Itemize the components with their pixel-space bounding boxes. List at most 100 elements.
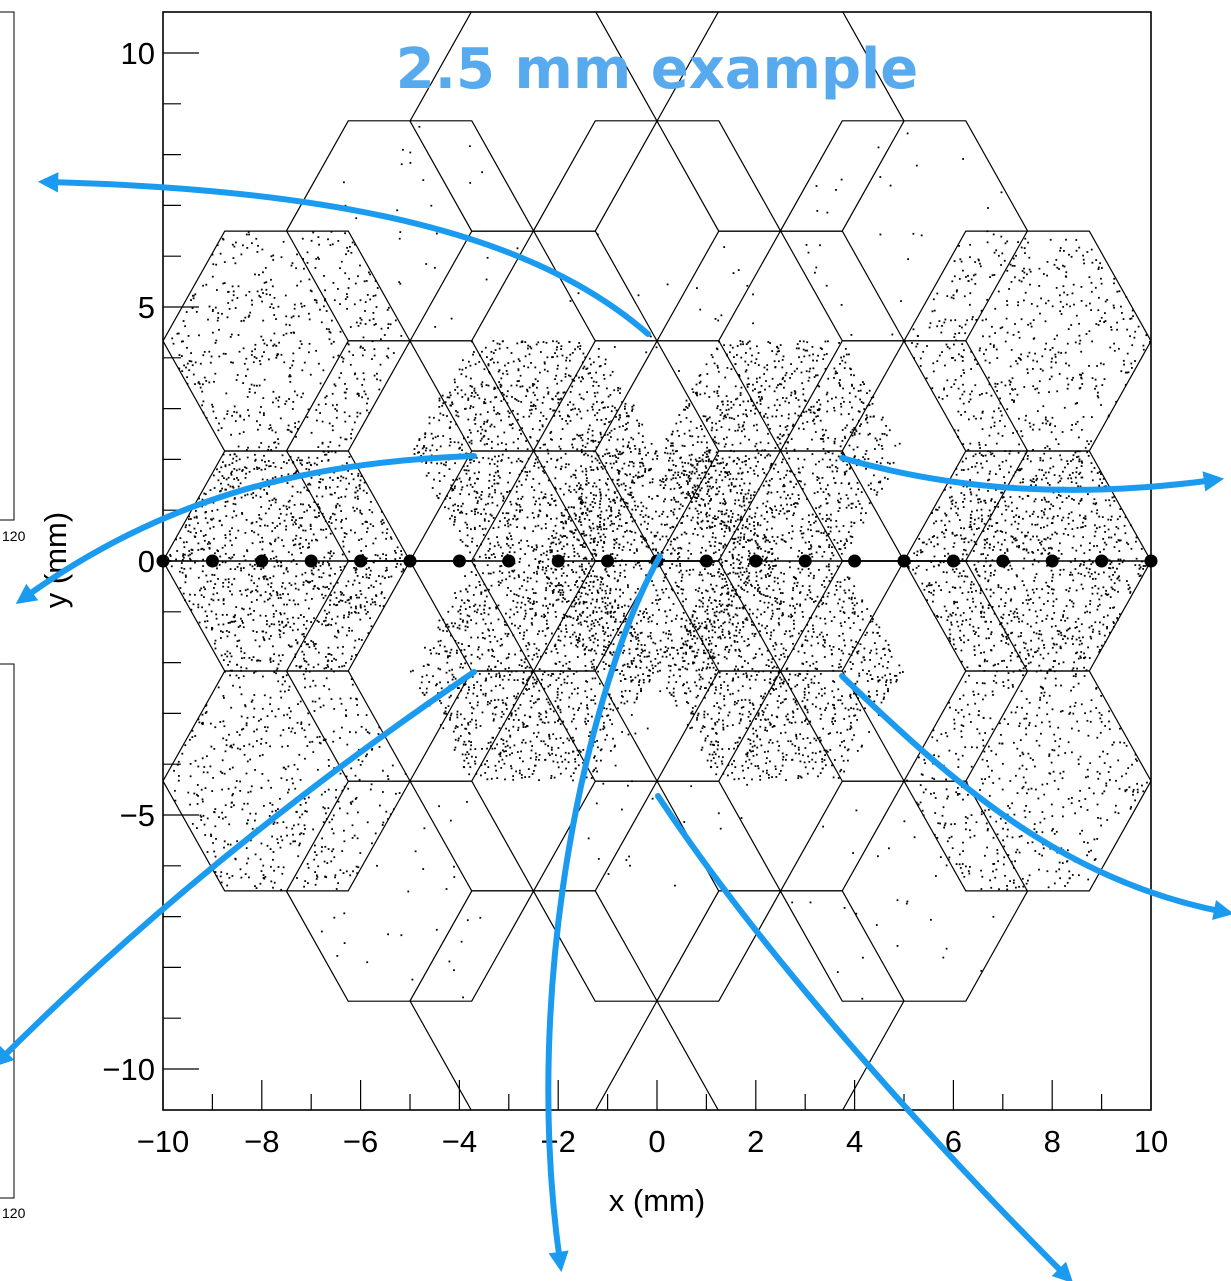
hit-point	[583, 542, 585, 545]
hit-point	[507, 678, 510, 681]
hit-point	[752, 383, 754, 386]
hit-point	[482, 457, 484, 459]
hit-point	[713, 574, 716, 577]
hit-point	[748, 563, 750, 565]
hit-point	[604, 602, 607, 604]
hit-point	[510, 670, 513, 673]
hit-point	[627, 415, 630, 418]
hit-point	[736, 614, 739, 617]
hit-point	[449, 421, 452, 423]
hit-point	[518, 772, 521, 775]
hit-point	[307, 546, 309, 549]
hit-point	[572, 718, 575, 720]
hit-point	[672, 452, 675, 455]
hit-point	[348, 550, 351, 553]
hit-point	[331, 479, 334, 481]
hit-point	[583, 586, 586, 589]
hit-point	[596, 598, 598, 601]
hit-point	[484, 763, 486, 766]
hit-point	[599, 536, 602, 538]
hit-point	[509, 608, 512, 611]
hit-point	[457, 415, 460, 418]
hit-point	[648, 561, 651, 564]
hit-point	[542, 443, 545, 446]
hit-point	[672, 547, 674, 550]
hit-point	[320, 576, 323, 579]
hit-point	[609, 634, 612, 637]
hit-point	[275, 610, 278, 612]
hit-point	[639, 461, 641, 464]
hit-point	[606, 604, 609, 607]
hit-point	[454, 381, 456, 384]
hit-point	[498, 760, 500, 763]
hit-point	[515, 770, 517, 773]
hit-point	[686, 407, 689, 409]
hit-point	[705, 482, 707, 485]
hit-point	[592, 522, 594, 525]
hit-point	[590, 469, 593, 471]
hit-point	[340, 475, 343, 478]
hit-point	[454, 389, 457, 391]
hit-point	[688, 471, 691, 474]
hit-point	[576, 538, 579, 541]
hit-point	[854, 428, 857, 431]
hit-point	[441, 404, 444, 407]
hit-point	[545, 605, 548, 607]
hit-point	[322, 561, 325, 564]
hit-point	[463, 437, 465, 440]
hit-point	[727, 484, 730, 487]
hit-point	[535, 758, 537, 761]
hit-point	[502, 713, 505, 716]
hit-point	[300, 503, 302, 506]
hit-point	[569, 636, 572, 638]
hit-point	[268, 637, 271, 640]
hit-point	[512, 360, 515, 363]
hit-point	[822, 440, 825, 443]
hit-point	[494, 764, 497, 767]
hit-point	[381, 531, 384, 534]
hit-point	[607, 488, 610, 491]
hit-point	[738, 559, 740, 562]
hit-point	[297, 603, 300, 606]
hit-point	[554, 721, 556, 724]
hit-point	[596, 418, 598, 421]
hit-point	[566, 422, 569, 425]
hit-point	[681, 573, 684, 576]
hit-point	[599, 494, 602, 497]
hit-point	[579, 345, 582, 347]
hit-point	[507, 457, 510, 459]
hit-point	[593, 552, 596, 555]
hit-point	[335, 597, 338, 599]
hit-point	[732, 542, 735, 545]
hit-point	[170, 565, 173, 568]
hit-point	[711, 426, 714, 429]
hit-point	[485, 384, 488, 386]
hit-point	[557, 584, 559, 587]
hit-point	[626, 529, 628, 532]
hit-point	[723, 621, 726, 624]
hit-point	[580, 500, 582, 503]
hit-point	[619, 453, 622, 456]
hit-point	[651, 458, 654, 461]
hit-point	[489, 572, 492, 575]
hit-point	[689, 647, 692, 650]
hit-point	[554, 378, 556, 380]
hit-point	[764, 413, 767, 415]
hit-point	[712, 552, 715, 555]
hit-point	[480, 689, 482, 691]
hit-point	[536, 380, 539, 383]
hit-point	[182, 556, 185, 559]
hit-point	[629, 491, 632, 494]
hit-point	[336, 503, 339, 505]
hit-point	[670, 499, 673, 501]
hit-point	[725, 464, 728, 467]
hit-point	[578, 482, 580, 485]
hit-point	[484, 772, 487, 774]
hit-point	[544, 634, 547, 637]
hit-point	[491, 496, 494, 499]
hit-point	[313, 643, 315, 645]
hit-point	[203, 596, 205, 598]
hit-point	[837, 501, 840, 504]
hit-point	[769, 427, 771, 430]
hit-point	[506, 635, 509, 638]
